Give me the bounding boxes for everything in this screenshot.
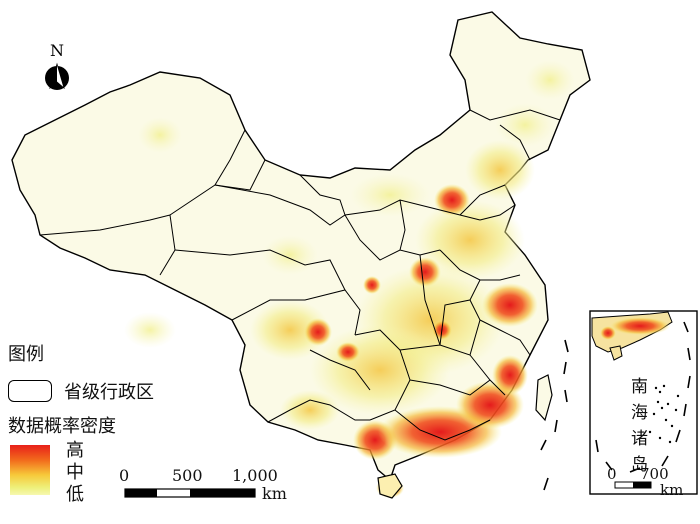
- scale-unit: km: [262, 484, 287, 503]
- density-hot: [409, 257, 441, 287]
- taiwan-island: [535, 374, 553, 422]
- north-label: N: [50, 41, 64, 60]
- province-boundaries: [39, 109, 561, 441]
- density-pale: [350, 173, 430, 217]
- density-warm: [465, 140, 535, 200]
- density-gradient-swatch: [10, 445, 50, 495]
- density-pale: [525, 60, 575, 100]
- scale-tick-1000: 1,000: [232, 466, 278, 485]
- density-hot: [492, 355, 528, 395]
- density-warm: [280, 390, 340, 430]
- inset-islands: [648, 384, 680, 444]
- legend-boundary-row: 省级行政区: [8, 378, 154, 404]
- legend-title: 图例: [8, 344, 44, 365]
- density-pale: [138, 117, 182, 153]
- density-warm: [415, 200, 525, 280]
- scale-tick-0: 0: [119, 466, 130, 485]
- density-hot: [363, 276, 381, 294]
- density-pale: [124, 312, 176, 348]
- density-hot: [434, 184, 470, 216]
- density-hot: [482, 283, 538, 327]
- legend-level-high: 高: [66, 440, 84, 461]
- inset-scale-tick-700: 700: [640, 465, 669, 483]
- density-pale: [262, 235, 318, 275]
- scale-bar: [124, 488, 256, 498]
- scale-tick-500: 500: [172, 466, 203, 485]
- legend-density-title: 数据概率密度: [8, 416, 116, 437]
- inset-density-hot: [610, 317, 670, 335]
- legend-boundary-label: 省级行政区: [64, 382, 154, 403]
- inset-density-hot: [600, 326, 616, 340]
- legend-level-mid: 中: [66, 462, 84, 483]
- south-china-sea-inset: [589, 310, 698, 495]
- inset-name-char-2: 海: [631, 403, 648, 423]
- density-hot: [336, 342, 360, 362]
- inset-scale-tick-0: 0: [607, 465, 617, 483]
- province-boundary-swatch: [8, 380, 52, 402]
- inset-scale-unit: km: [660, 481, 684, 499]
- inset-name-char-4: 岛: [631, 455, 648, 475]
- inset-hainan: [609, 345, 623, 361]
- inset-name-char-3: 诸: [631, 429, 648, 449]
- sea-boundary-marks: [540, 339, 569, 491]
- density-warm: [250, 300, 330, 360]
- north-arrow-icon: [45, 62, 69, 90]
- density-hot: [304, 318, 332, 346]
- inset-sea-boundary-marks: [595, 321, 691, 473]
- legend-level-low: 低: [66, 484, 84, 505]
- density-heatmap: [124, 60, 575, 498]
- hainan-island: [377, 473, 403, 499]
- inset-scale-bar: [614, 481, 652, 489]
- inset-name-char-1: 南: [631, 377, 648, 397]
- density-pale: [495, 103, 555, 147]
